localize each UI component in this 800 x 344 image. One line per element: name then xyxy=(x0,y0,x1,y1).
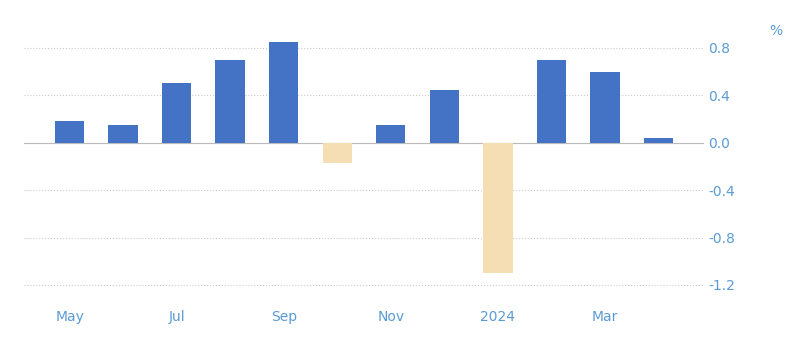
Bar xyxy=(55,121,84,143)
Bar xyxy=(644,138,673,143)
Bar xyxy=(430,90,459,143)
Bar xyxy=(162,83,191,143)
Bar xyxy=(376,125,406,143)
Bar xyxy=(215,60,245,143)
Bar xyxy=(109,125,138,143)
Bar xyxy=(537,60,566,143)
Bar xyxy=(269,42,298,143)
Bar xyxy=(322,143,352,163)
Text: %: % xyxy=(770,24,782,38)
Bar xyxy=(483,143,513,273)
Bar xyxy=(590,72,619,143)
